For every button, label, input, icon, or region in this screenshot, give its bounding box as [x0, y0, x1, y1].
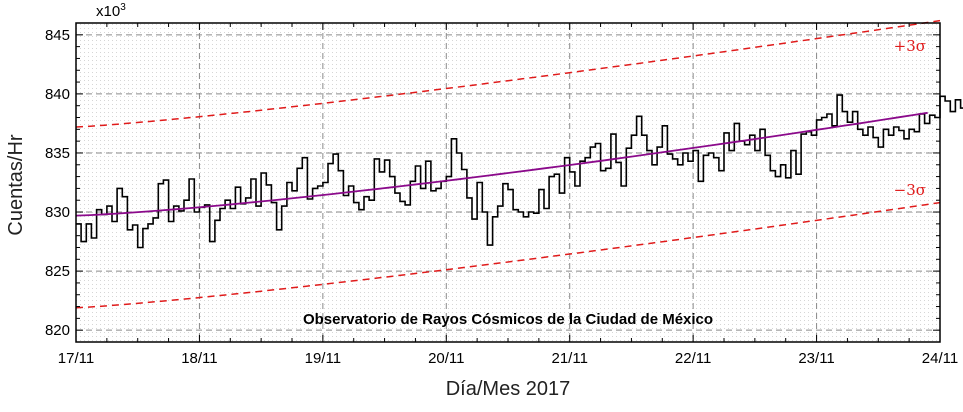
x-tick-label-2: 19/11	[305, 350, 341, 367]
lower-sigma-label: −3σ	[894, 181, 926, 199]
series-layer	[75, 19, 963, 309]
y-multiplier-label: x103	[96, 2, 126, 20]
trend-fit-line	[75, 111, 928, 217]
hourly-counts-line	[76, 94, 963, 249]
y-tick-label-2: 830	[45, 204, 70, 221]
x-tick-label-7: 24/11	[922, 350, 958, 367]
grid	[76, 23, 940, 342]
y-axis-label: Cuentas/Hr	[5, 134, 27, 235]
x-tick-label-0: 17/11	[58, 350, 94, 367]
lower-sigma-line	[75, 201, 941, 309]
minor-grid	[76, 23, 940, 342]
x-tick-label-1: 18/11	[181, 350, 217, 367]
x-axis-label: Día/Mes 2017	[446, 378, 571, 400]
x-tick-label-4: 21/11	[551, 350, 587, 367]
chart-title: Observatorio de Rayos Cósmicos de la Ciu…	[303, 311, 713, 328]
x-tick-label-5: 22/11	[675, 350, 711, 367]
y-tick-label-5: 845	[45, 27, 70, 44]
upper-sigma-label: +3σ	[894, 37, 926, 55]
upper-sigma-line	[75, 19, 941, 128]
plot-area	[76, 23, 940, 342]
y-tick-label-0: 820	[45, 322, 70, 339]
y-tick-label-3: 835	[45, 145, 70, 162]
y-tick-label-4: 840	[45, 86, 70, 103]
x-tick-label-3: 20/11	[428, 350, 464, 367]
ticks: 17/11 18/11 19/11 20/11 21/11 22/11 23/11 24/11…	[45, 22, 958, 367]
y-tick-label-1: 825	[45, 263, 70, 280]
x-tick-label-6: 23/11	[798, 350, 834, 367]
